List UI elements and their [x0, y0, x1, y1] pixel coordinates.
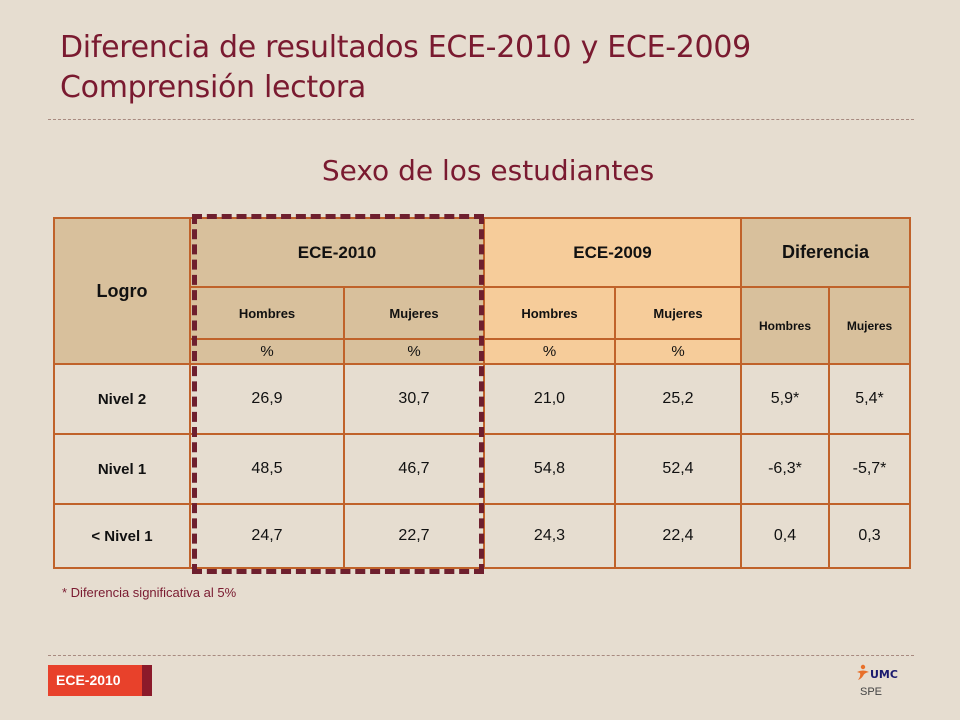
cell-2009-mujeres: 22,4: [614, 503, 742, 569]
cell-2009-hombres: 24,3: [483, 503, 616, 569]
subheader-2010-hombres: Hombres: [189, 286, 345, 340]
table-row: < Nivel 1 24,7 22,7 24,3 22,4 0,4 0,3: [53, 503, 912, 569]
cell-dif-mujeres: 0,3: [827, 503, 912, 569]
table-row: Nivel 1 48,5 46,7 54,8 52,4 -6,3* -5,7*: [53, 433, 912, 505]
cell-2009-hombres: 54,8: [483, 433, 616, 505]
cell-dif-hombres: -6,3*: [740, 433, 830, 505]
cell-2010-hombres: 26,9: [189, 363, 345, 435]
ece2010-badge: ECE-2010: [48, 665, 152, 696]
slide-title: Diferencia de resultados ECE-2010 y ECE-…: [60, 28, 751, 108]
unit-2009-mujeres: %: [614, 338, 742, 365]
umc-logo: UMC SPE: [850, 662, 910, 702]
header-row-sex: Hombres Mujeres Hombres Mujeres Hombres …: [54, 286, 912, 365]
subheader-2009-mujeres: Mujeres: [614, 286, 742, 340]
cell-2010-mujeres: 46,7: [343, 433, 485, 505]
cell-2010-mujeres: 22,7: [343, 503, 485, 569]
logro-header: Logro: [53, 217, 191, 365]
bottom-divider: [48, 655, 914, 656]
subheader-2010-mujeres: Mujeres: [343, 286, 485, 340]
header-row-groups: Logro ECE-2010 ECE-2009 Diferencia: [53, 217, 912, 365]
cell-dif-hombres: 0,4: [740, 503, 830, 569]
unit-2010-mujeres: %: [343, 338, 485, 365]
results-table: Logro ECE-2010 ECE-2009 Diferencia Hombr…: [53, 217, 912, 569]
cell-dif-mujeres: -5,7*: [827, 433, 912, 505]
logo-text: UMC: [870, 668, 898, 681]
footnote: * Diferencia significativa al 5%: [62, 585, 237, 600]
row-label: Nivel 2: [53, 363, 191, 435]
cell-2009-mujeres: 52,4: [614, 433, 742, 505]
cell-2010-hombres: 24,7: [189, 503, 345, 569]
group-header-ece2010: ECE-2010: [189, 217, 485, 288]
cell-dif-hombres: 5,9*: [740, 363, 830, 435]
table-row: Nivel 2 26,9 30,7 21,0 25,2 5,9* 5,4*: [53, 363, 912, 435]
subheader-dif-hombres: Hombres: [740, 286, 830, 365]
logo-subtext: SPE: [860, 686, 883, 698]
subheader-2009-hombres: Hombres: [483, 286, 616, 340]
top-divider: [48, 119, 914, 120]
cell-dif-mujeres: 5,4*: [827, 363, 912, 435]
subheader-dif-mujeres: Mujeres: [827, 286, 912, 365]
group-header-diferencia: Diferencia: [739, 217, 912, 288]
group-header-ece2009: ECE-2009: [483, 217, 742, 288]
cell-2009-mujeres: 25,2: [614, 363, 742, 435]
umc-figure-icon: [857, 664, 869, 680]
row-label: Nivel 1: [53, 433, 191, 505]
header-row-units: % % % %: [54, 338, 910, 365]
title-line-2: Comprensión lectora: [60, 70, 367, 105]
title-line-1: Diferencia de resultados ECE-2010 y ECE-…: [60, 30, 751, 65]
unit-2010-hombres: %: [189, 338, 345, 365]
cell-2010-hombres: 48,5: [189, 433, 345, 505]
cell-2009-hombres: 21,0: [483, 363, 616, 435]
cell-2010-mujeres: 30,7: [343, 363, 485, 435]
row-label: < Nivel 1: [53, 503, 191, 569]
slide-subtitle: Sexo de los estudiantes: [321, 154, 655, 187]
unit-2009-hombres: %: [483, 338, 616, 365]
